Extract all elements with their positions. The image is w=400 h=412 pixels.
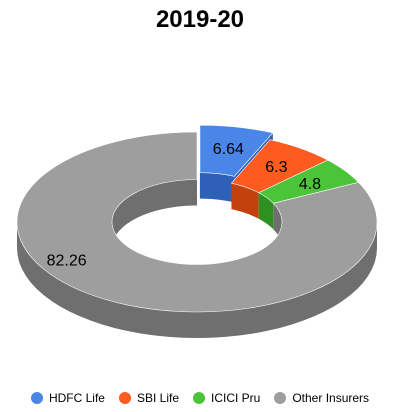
legend-label: SBI Life (136, 391, 179, 405)
legend-marker (193, 392, 205, 404)
side-inner-sbi-life (231, 183, 259, 219)
legend-item-other-insurers: Other Insurers (274, 391, 369, 405)
legend-label: HDFC Life (48, 391, 105, 405)
legend-item-sbi-life: SBI Life (118, 391, 179, 405)
side-outer-other-insurers (17, 222, 377, 338)
legend-marker (118, 392, 131, 404)
value-label-sbi-life: 6.3 (265, 159, 287, 176)
legend-marker (30, 392, 43, 404)
slice-other-insurers (16, 131, 378, 313)
donut-slices (16, 124, 378, 313)
chart-legend: HDFC Life SBI Life ICICI Pru Other Insurers (0, 388, 400, 408)
value-label-hdfc-life: 6.64 (213, 141, 244, 158)
legend-marker (274, 392, 287, 404)
value-label-other-insurers: 82.26 (47, 253, 87, 270)
chart-title: 2019-20 (155, 6, 245, 33)
slice-hdfc-life (199, 124, 274, 177)
value-label-icici-pru: 4.8 (299, 176, 321, 193)
legend-item-icici-pru: ICICI Pru (193, 391, 260, 405)
side-inner-hdfc-life (199, 172, 235, 203)
donut-chart: 6.64 6.3 4.8 82.26 (16, 124, 378, 338)
slice-labels: 6.64 6.3 4.8 82.26 (47, 141, 322, 270)
legend-label: ICICI Pru (211, 391, 261, 405)
legend-label: Other Insurers (292, 391, 370, 405)
side-inner-other-insurers (112, 179, 197, 248)
legend-item-hdfc-life: HDFC Life (30, 391, 105, 405)
side-inner-icici-pru (258, 192, 274, 230)
